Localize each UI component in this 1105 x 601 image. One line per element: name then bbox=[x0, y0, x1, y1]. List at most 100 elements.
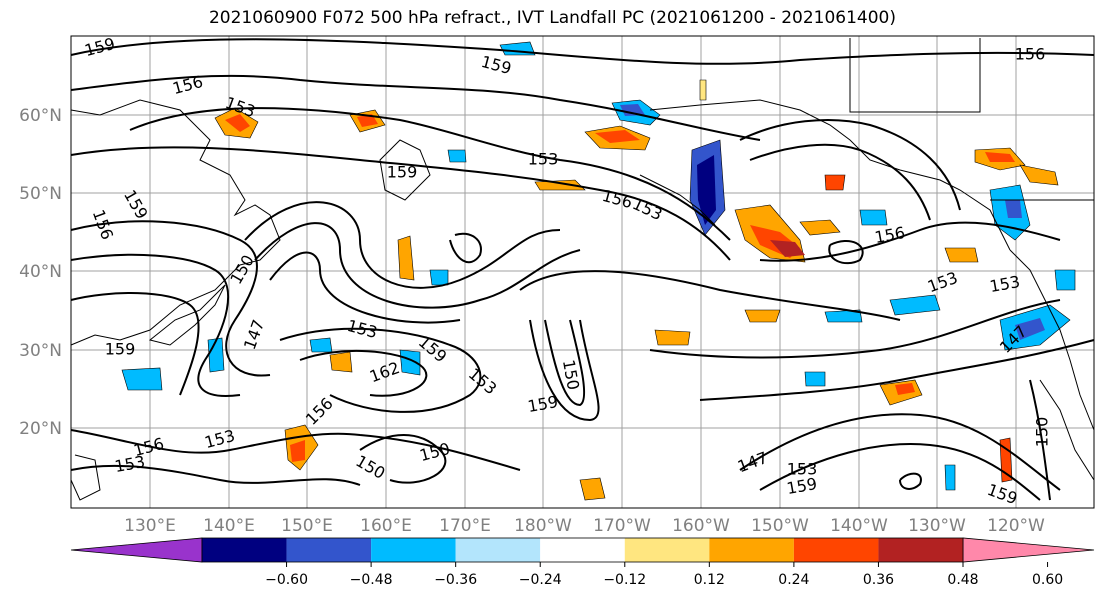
contour-line bbox=[739, 413, 1061, 491]
cool-anomaly bbox=[1054, 269, 1076, 291]
canada-border bbox=[849, 38, 981, 113]
warm-anomaly bbox=[770, 240, 805, 257]
contour-line bbox=[519, 270, 901, 321]
longitude-label: 170°E bbox=[439, 516, 491, 536]
contour-line bbox=[70, 38, 1095, 65]
contour-line bbox=[649, 299, 1061, 359]
colorbar-tick-label: −0.36 bbox=[434, 572, 477, 588]
colorbar-tick-label: 0.36 bbox=[863, 572, 894, 588]
warm-anomaly bbox=[225, 114, 250, 132]
colorbar: −0.60 −0.48 −0.36 −0.24 −0.12 0.12 0.24 0.36 0.4… bbox=[70, 537, 1095, 588]
contour-line bbox=[254, 222, 581, 309]
colorbar-extend-high bbox=[962, 537, 1095, 563]
colorbar-tick-label: 0.12 bbox=[694, 572, 725, 588]
longitude-label: 120°W bbox=[987, 516, 1045, 536]
cool-anomaly bbox=[121, 367, 163, 391]
contour-line bbox=[759, 221, 1061, 262]
colorbar-segment bbox=[371, 538, 456, 562]
japan-coast bbox=[148, 284, 226, 346]
colorbar-segment bbox=[793, 538, 879, 562]
warm-anomaly bbox=[699, 79, 707, 101]
na-west-coast bbox=[1009, 249, 1095, 431]
cool-anomaly bbox=[1005, 200, 1022, 218]
colorbar-segment bbox=[455, 538, 541, 562]
contour-line bbox=[529, 319, 600, 422]
longitude-label: 140°E bbox=[203, 516, 255, 536]
longitude-label: 130°E bbox=[124, 516, 176, 536]
contour-line bbox=[70, 253, 241, 397]
contour-line bbox=[828, 240, 864, 265]
warm-anomaly bbox=[985, 152, 1015, 162]
longitude-label: 150°W bbox=[751, 516, 809, 536]
refractivity-contours bbox=[70, 38, 1095, 501]
colorbar-tick-label: −0.60 bbox=[265, 572, 308, 588]
alaska-coast bbox=[649, 99, 1011, 251]
warm-anomaly bbox=[1019, 164, 1059, 186]
colorbar-tick-label: 0.48 bbox=[947, 572, 978, 588]
contour-line bbox=[279, 327, 482, 413]
contour-label: 153 bbox=[528, 150, 559, 169]
mexico-coast bbox=[1039, 379, 1095, 481]
latitude-label: 20°N bbox=[19, 419, 62, 439]
contour-line bbox=[899, 472, 922, 490]
contour-line bbox=[299, 349, 428, 397]
contour-line bbox=[70, 74, 761, 141]
cool-anomaly bbox=[697, 155, 716, 225]
warm-anomaly bbox=[397, 235, 415, 281]
contour-label: 156 bbox=[1015, 45, 1046, 64]
warm-anomaly bbox=[595, 130, 640, 143]
cool-anomaly bbox=[944, 464, 956, 491]
longitude-label: 180°W bbox=[514, 516, 572, 536]
contour-line bbox=[129, 107, 731, 241]
contour-line bbox=[749, 143, 931, 221]
colorbar-tick-label: −0.12 bbox=[603, 572, 646, 588]
contour-label: 159 bbox=[105, 340, 136, 359]
contour-line bbox=[1029, 379, 1051, 501]
contour-line bbox=[70, 292, 200, 396]
contour-line bbox=[244, 201, 561, 289]
colorbar-segment bbox=[624, 538, 710, 562]
colorbar-tick-label: 0.24 bbox=[778, 572, 809, 588]
warm-anomaly bbox=[329, 351, 353, 373]
contour-line bbox=[359, 434, 447, 484]
latitude-label: 40°N bbox=[19, 262, 62, 282]
warm-anomaly bbox=[824, 174, 846, 191]
latitude-label: 60°N bbox=[19, 106, 62, 126]
latitude-label: 50°N bbox=[19, 184, 62, 204]
longitude-labels: 130°E 140°E 150°E 160°E 170°E 180°W 170°W 160°W… bbox=[124, 516, 1045, 536]
colorbar-tick-label: −0.48 bbox=[350, 572, 393, 588]
aleutian-islands bbox=[639, 174, 716, 226]
philippines bbox=[70, 454, 101, 501]
warm-anomaly bbox=[944, 247, 979, 263]
latitude-label: 30°N bbox=[19, 341, 62, 361]
cool-anomaly bbox=[889, 294, 941, 316]
warm-anomaly bbox=[654, 329, 691, 346]
cool-anomaly bbox=[399, 349, 421, 376]
warm-anomaly bbox=[357, 114, 378, 127]
contour-line bbox=[699, 339, 1095, 401]
longitude-label: 130°W bbox=[908, 516, 966, 536]
cool-anomaly bbox=[447, 149, 467, 163]
coastlines bbox=[70, 38, 1095, 501]
contour-label: 150 bbox=[1033, 417, 1052, 448]
warm-anomaly bbox=[534, 179, 586, 191]
warm-anomaly bbox=[744, 309, 781, 323]
colorbar-segment bbox=[202, 538, 287, 562]
cool-anomaly bbox=[429, 269, 449, 286]
longitude-label: 160°E bbox=[360, 516, 412, 536]
cool-anomaly bbox=[859, 209, 888, 226]
colorbar-segment bbox=[540, 538, 625, 562]
longitude-label: 160°W bbox=[672, 516, 730, 536]
colorbar-extend-low bbox=[70, 537, 203, 563]
warm-anomaly bbox=[799, 219, 841, 236]
colorbar-segment bbox=[709, 538, 794, 562]
contour-line bbox=[70, 146, 731, 261]
contour-line bbox=[449, 232, 482, 264]
contour-label: 159 bbox=[387, 163, 418, 182]
contour-line bbox=[70, 429, 521, 471]
latitude-labels: 60°N 50°N 40°N 30°N 20°N bbox=[19, 106, 62, 439]
contour-line bbox=[739, 119, 961, 211]
contour-line bbox=[269, 251, 461, 324]
